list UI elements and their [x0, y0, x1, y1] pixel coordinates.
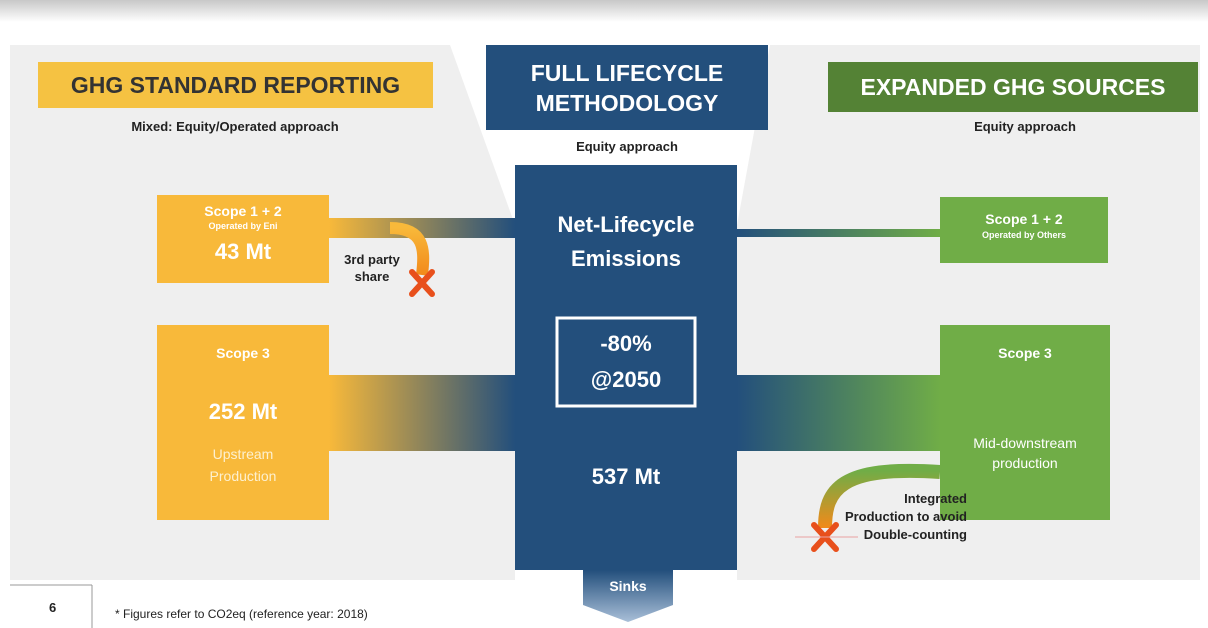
- page-number: 6: [49, 600, 57, 615]
- top-bar: [0, 0, 1208, 22]
- flow-band: [329, 218, 515, 238]
- left-subtitle: Mixed: Equity/Operated approach: [131, 119, 339, 134]
- excluded-arrow: [818, 463, 941, 529]
- left-title: GHG STANDARD REPORTING: [38, 62, 433, 108]
- box-title: Scope 1 + 2: [204, 203, 282, 219]
- box-title: Scope 3: [216, 345, 270, 361]
- footnote: * Figures refer to CO2eq (reference year…: [115, 607, 368, 621]
- target: -80% @2050: [590, 331, 662, 392]
- scope3-box: Scope 3 252 Mt Upstream Production: [157, 325, 329, 520]
- sinks-label: Sinks: [609, 578, 647, 594]
- target-frame: [555, 316, 697, 408]
- excluded-label: Integrated Production to avoid Double-co…: [844, 491, 967, 542]
- scope3-box: Scope 3 Mid-downstream production: [940, 325, 1110, 520]
- box-sub: Operated by Others: [981, 230, 1067, 240]
- flow-band: [329, 375, 515, 451]
- cross-icon: [409, 269, 435, 297]
- flow-band: [737, 375, 940, 451]
- center-value: 537 Mt: [591, 464, 661, 489]
- scope12-box: Scope 1 + 2 Operated by Others: [940, 197, 1108, 263]
- box-sub: Mid-downstream production: [973, 435, 1077, 471]
- sinks-arrow: [583, 570, 673, 622]
- box-sub: Upstream Production: [209, 446, 277, 484]
- box-title: Scope 1 + 2: [985, 211, 1063, 227]
- excluded-label: 3rd party share: [344, 252, 400, 284]
- box-value: 43 Mt: [214, 239, 272, 264]
- center-column: [515, 165, 737, 570]
- right-subtitle: Equity approach: [974, 119, 1076, 134]
- center-title: FULL LIFECYCLE METHODOLOGY: [486, 45, 768, 130]
- center-label: Net-Lifecycle Emissions: [557, 212, 695, 271]
- box-value: 252 Mt: [208, 399, 278, 424]
- excluded-arrow: [389, 222, 430, 276]
- box-title: Scope 3: [998, 345, 1052, 361]
- right-title: EXPANDED GHG SOURCES: [828, 62, 1198, 112]
- box-sub: Operated by Eni: [208, 221, 278, 231]
- flow-band: [737, 229, 940, 237]
- scope12-box: Scope 1 + 2 Operated by Eni 43 Mt: [157, 195, 329, 283]
- center-subtitle: Equity approach: [576, 139, 678, 154]
